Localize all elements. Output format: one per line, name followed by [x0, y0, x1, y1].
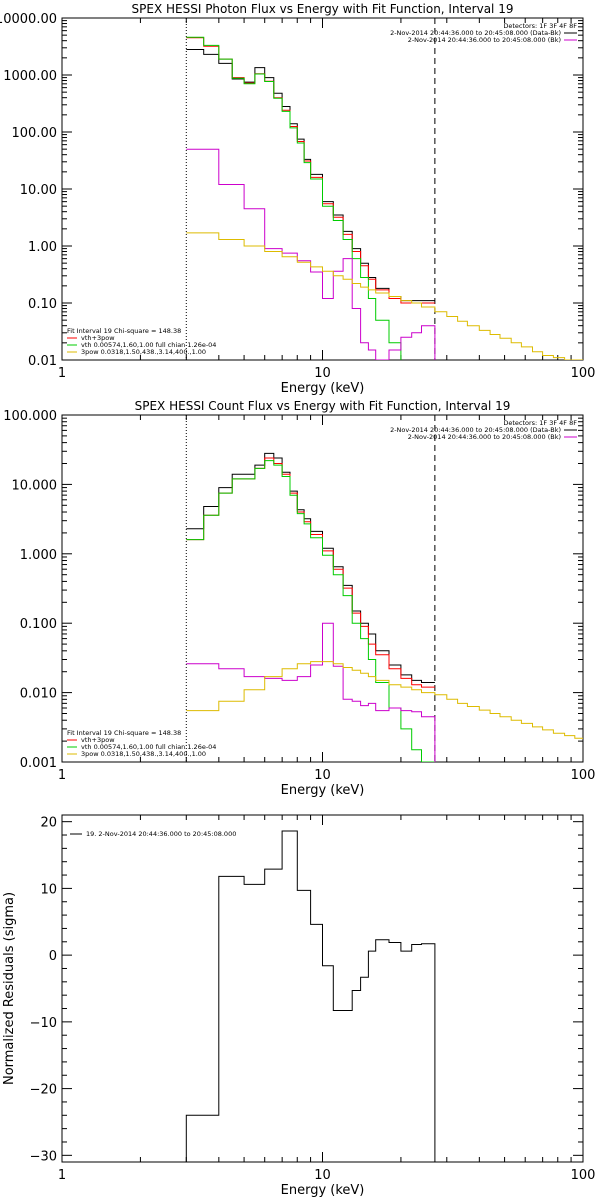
x-tick-label: 10: [314, 768, 331, 783]
chart-title: SPEX HESSI Count Flux vs Energy with Fit…: [135, 399, 511, 413]
y-tick-label: 0.01: [28, 354, 57, 369]
y-tick-label: −20: [30, 1083, 57, 1098]
series-19: [185, 830, 436, 1162]
legend-left-entry: vth 0.00574,1.60,1.00 full chian 1.26e-0…: [81, 743, 216, 751]
series-bk: [186, 148, 436, 360]
legend-left-entry: vth+3pow: [81, 736, 115, 744]
legend-detectors: Detectors: 1F 3F 4F 8F: [503, 419, 577, 427]
x-tick-label: 1: [58, 366, 66, 381]
y-ticks: [62, 821, 583, 1156]
x-axis-label: Energy (keV): [281, 783, 365, 798]
legend-right-entry: 2-Nov-2014 20:44:36.000 to 20:45:08.000 …: [390, 426, 561, 434]
y-tick-label: 0.001: [20, 756, 57, 771]
y-tick-label: 0.10: [28, 297, 57, 312]
series-vth: [186, 36, 402, 360]
y-tick-label: 20: [40, 816, 57, 831]
legend-left-entry: 3pow 0.0318,1.50,438.,3.14,400.,1.00: [81, 348, 206, 356]
x-ticks: [61, 815, 572, 1162]
panel-residuals: 1 10 100 Energy (keV) −30 −20 −10 0 10 20 Normaliz…: [2, 814, 596, 1198]
y-tick-label: 1.000: [20, 548, 57, 563]
series-vth: [186, 460, 435, 762]
legend-fit-interval: Fit Interval 19 Chi-square = 148.38: [67, 729, 181, 737]
x-tick-label: 1: [58, 1168, 66, 1183]
y-ticks: [62, 417, 583, 763]
x-tick-label: 100: [571, 768, 596, 783]
x-tick-label: 100: [571, 366, 596, 381]
legend-left-entry: vth 0.00574,1.60,1.00 full chian 1.26e-0…: [81, 341, 216, 349]
x-tick-label: 10: [314, 366, 331, 381]
x-tick-label: 100: [571, 1168, 596, 1183]
legend-fit-interval: Fit Interval 19 Chi-square = 148.38: [67, 327, 181, 335]
plot-frame: [61, 414, 584, 763]
series-bk: [186, 622, 436, 762]
x-ticks: [61, 18, 572, 360]
x-axis-label: Energy (keV): [281, 381, 365, 396]
y-tick-label: 0.010: [20, 687, 57, 702]
legend-detectors: Detectors: 1F 3F 4F 8F: [503, 22, 577, 30]
legend-right-entry: 2-Nov-2014 20:44:36.000 to 20:45:08.000 …: [408, 36, 561, 44]
legend-left-entry: vth+3pow: [81, 334, 115, 342]
legend-residual-entry: 19. 2-Nov-2014 20:44:36.000 to 20:45:08.…: [86, 830, 236, 838]
y-tick-label: −30: [30, 1149, 57, 1164]
chart-title: SPEX HESSI Photon Flux vs Energy with Fi…: [132, 2, 514, 16]
series-model: [186, 457, 435, 688]
y-tick-label: 1.00: [28, 240, 57, 255]
panel-photon: SPEX HESSI Photon Flux vs Energy with Fi…: [0, 2, 595, 396]
y-tick-label: 100.000: [3, 409, 57, 424]
y-tick-label: 1000.00: [3, 69, 57, 84]
series-3pow: [186, 661, 583, 739]
x-tick-label: 10: [314, 1168, 331, 1183]
y-tick-label: 10.000: [12, 478, 58, 493]
series-3pow: [186, 232, 583, 360]
x-axis-label: Energy (keV): [281, 1183, 365, 1198]
x-tick-label: 1: [58, 768, 66, 783]
y-tick-label: −10: [30, 1016, 57, 1031]
legend-right-entry: 2-Nov-2014 20:44:36.000 to 20:45:08.000 …: [408, 433, 561, 441]
y-tick-label: 10: [40, 882, 57, 897]
y-tick-label: 10.00: [20, 183, 57, 198]
y-tick-label: 100.00: [12, 126, 58, 141]
x-ticks: [61, 415, 572, 762]
series-data-bk: [186, 452, 435, 683]
legend-right-entry: 2-Nov-2014 20:44:36.000 to 20:45:08.000 …: [390, 29, 561, 37]
plot-frame: [61, 814, 584, 1163]
y-tick-label: 0.100: [20, 617, 57, 632]
y-tick-label: 0: [49, 949, 57, 964]
panel-count: SPEX HESSI Count Flux vs Energy with Fit…: [3, 399, 595, 798]
legend-left-entry: 3pow 0.0318,1.50,438.,3.14,400.,1.00: [81, 750, 206, 758]
y-axis-label: Normalized Residuals (sigma): [2, 892, 17, 1085]
y-tick-label: 10000.00: [0, 12, 57, 27]
